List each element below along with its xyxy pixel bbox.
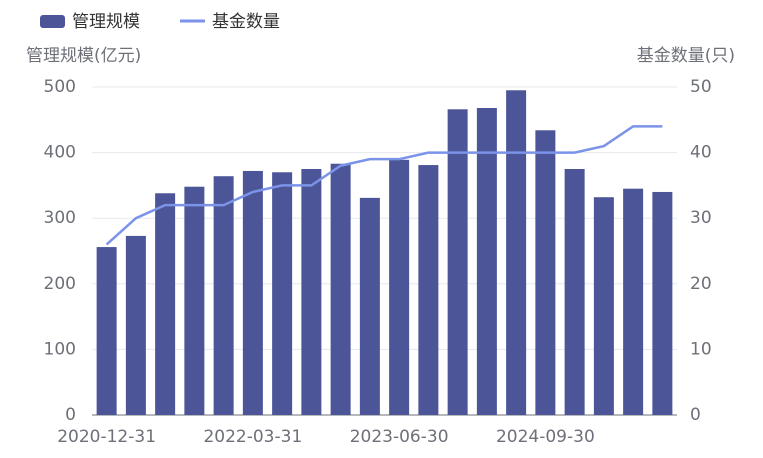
bar [564, 169, 585, 415]
bar [623, 188, 644, 415]
bar [535, 130, 556, 415]
bar [272, 172, 293, 415]
y2-tick-label: 0 [690, 405, 701, 425]
y-tick-label: 500 [44, 77, 76, 97]
x-tick-label: 2023-06-30 [350, 427, 449, 447]
y2-tick-label: 20 [690, 274, 712, 294]
y-tick-label: 0 [65, 405, 76, 425]
bar [359, 197, 380, 415]
x-tick-label: 2024-09-30 [496, 427, 595, 447]
y-tick-label: 100 [44, 339, 76, 359]
bar [418, 165, 439, 415]
bar [301, 169, 322, 415]
bar [476, 107, 497, 415]
y-tick-label: 200 [44, 274, 76, 294]
x-tick-label: 2022-03-31 [203, 427, 302, 447]
y2-tick-label: 50 [690, 77, 712, 97]
y2-tick-label: 10 [690, 339, 712, 359]
line [105, 125, 663, 246]
bar [593, 197, 614, 415]
bar [96, 247, 117, 415]
bar [330, 163, 351, 415]
bar [389, 159, 410, 415]
bar [125, 235, 146, 415]
bar [213, 176, 234, 415]
y-axis-title: 管理规模(亿元) [26, 46, 141, 66]
bar [506, 90, 527, 415]
y-tick-label: 300 [44, 208, 76, 228]
x-tick-label: 2020-12-31 [57, 427, 156, 447]
legend-swatch [40, 15, 65, 28]
bar [652, 191, 673, 415]
bar [447, 109, 468, 415]
bar [155, 193, 176, 415]
y2-tick-label: 40 [690, 143, 712, 163]
y2-tick-label: 30 [690, 208, 712, 228]
y-tick-label: 400 [44, 143, 76, 163]
legend-label: 基金数量 [212, 12, 280, 32]
y2-axis-title: 基金数量(只) [637, 46, 735, 66]
bar [242, 170, 263, 415]
bar [184, 186, 205, 415]
legend-label: 管理规模 [72, 12, 140, 32]
